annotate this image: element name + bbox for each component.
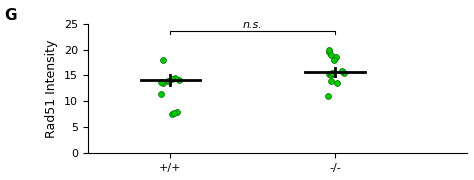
Y-axis label: Rad51 Intensity: Rad51 Intensity: [46, 39, 58, 138]
Point: [158, 80, 165, 83]
Point: [332, 56, 339, 59]
Point: [160, 58, 167, 61]
Text: G: G: [4, 8, 17, 23]
Point: [168, 78, 176, 81]
Point: [328, 71, 336, 74]
Point: [341, 71, 348, 74]
Point: [164, 79, 172, 82]
Point: [325, 51, 333, 54]
Point: [330, 58, 337, 61]
Point: [338, 70, 346, 73]
Point: [327, 74, 335, 77]
Point: [160, 82, 167, 85]
Point: [334, 82, 341, 85]
Point: [157, 92, 164, 95]
Point: [324, 95, 332, 98]
Point: [173, 110, 181, 113]
Point: [171, 77, 179, 80]
Point: [328, 53, 335, 56]
Point: [175, 78, 183, 81]
Text: n.s.: n.s.: [243, 20, 263, 30]
Point: [168, 113, 176, 116]
Point: [327, 79, 335, 82]
Point: [325, 48, 333, 51]
Point: [326, 73, 333, 76]
Point: [171, 111, 178, 114]
